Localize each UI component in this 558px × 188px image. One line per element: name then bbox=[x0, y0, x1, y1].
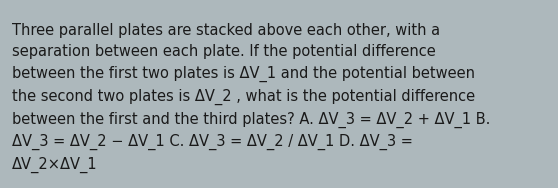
Text: Three parallel plates are stacked above each other, with a
separation between ea: Three parallel plates are stacked above … bbox=[12, 23, 490, 173]
